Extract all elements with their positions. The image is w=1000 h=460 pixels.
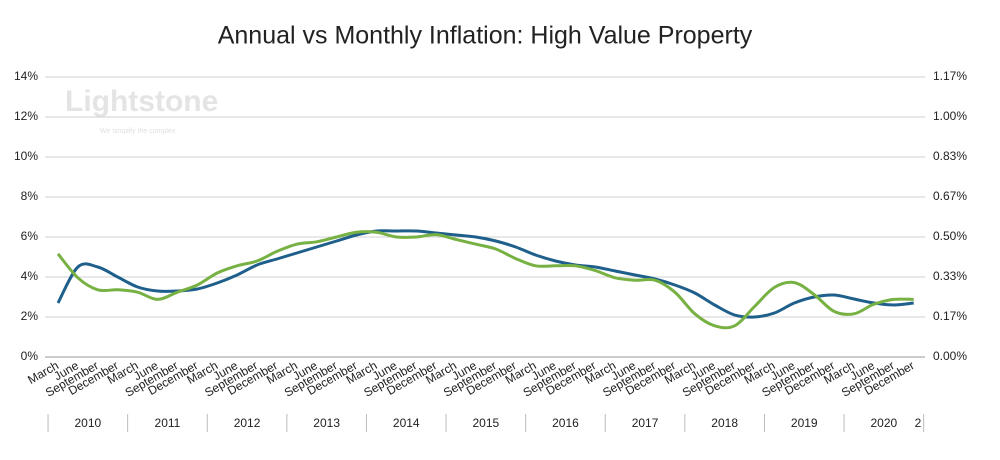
year-label: 2020 <box>870 416 897 430</box>
year-label: 2010 <box>74 416 101 430</box>
y2-tick-label: 1.17% <box>933 69 967 83</box>
year-label: 2018 <box>711 416 738 430</box>
watermark-tagline: We simplify the complex <box>100 128 176 135</box>
y2-tick-label: 0.83% <box>933 149 967 163</box>
y-tick-label: 8% <box>21 189 39 203</box>
y2-tick-label: 0.00% <box>933 349 967 363</box>
year-label: 2 <box>915 416 922 430</box>
year-label: 2011 <box>155 416 181 430</box>
y2-tick-label: 0.67% <box>933 189 967 203</box>
y-tick-label: 4% <box>21 269 39 283</box>
year-label: 2016 <box>552 416 579 430</box>
y2-tick-label: 0.17% <box>933 309 967 323</box>
watermark: Lightstone <box>65 85 218 118</box>
series-line <box>56 230 914 330</box>
year-label: 2019 <box>791 416 818 430</box>
year-label: 2017 <box>632 416 659 430</box>
year-label: 2015 <box>472 416 499 430</box>
year-label: 2014 <box>393 416 420 430</box>
series-line <box>56 229 914 319</box>
y-tick-label: 12% <box>14 109 38 123</box>
y-tick-label: 6% <box>21 229 39 243</box>
year-label: 2013 <box>313 416 340 430</box>
chart-title: Annual vs Monthly Inflation: High Value … <box>218 22 753 50</box>
y2-tick-label: 1.00% <box>933 109 967 123</box>
y-tick-label: 2% <box>21 309 39 323</box>
year-label: 2012 <box>234 416 261 430</box>
y-tick-label: 10% <box>14 149 38 163</box>
y-tick-label: 14% <box>14 69 38 83</box>
y2-tick-label: 0.33% <box>933 269 967 283</box>
y-tick-label: 0% <box>21 349 39 363</box>
y2-tick-label: 0.50% <box>933 229 967 243</box>
